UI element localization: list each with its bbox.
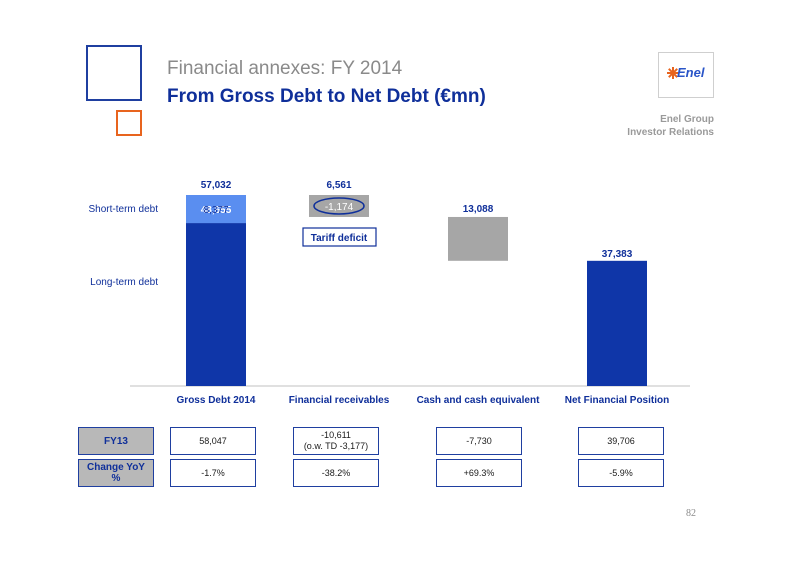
bar-net-financial-position bbox=[587, 260, 647, 386]
label-financial-receivables: 6,561 bbox=[326, 180, 351, 191]
table-cell-fy13-gross-debt: 58,047 bbox=[170, 427, 256, 455]
tariff-deficit-callout-box bbox=[302, 227, 377, 247]
tick-label-cash-equivalent: Cash and cash equivalent bbox=[417, 395, 540, 406]
label-net-financial-position: 37,383 bbox=[602, 249, 633, 260]
table-cell-fy13-net-financial-position: 39,706 bbox=[578, 427, 664, 455]
tick-label-gross-debt: Gross Debt 2014 bbox=[177, 395, 256, 406]
company-label-line2: Investor Relations bbox=[627, 127, 714, 138]
page-title: Financial annexes: FY 2014 bbox=[167, 58, 403, 79]
bar-financial-receivables bbox=[309, 195, 369, 217]
table-cell-change-yoy-cash-equivalent: +69.3% bbox=[436, 459, 522, 487]
enel-logo bbox=[658, 52, 714, 98]
table-row-label-fy13: FY13 bbox=[78, 427, 154, 455]
page-number: 82 bbox=[686, 508, 696, 519]
page-subtitle: From Gross Debt to Net Debt (€mn) bbox=[167, 86, 486, 107]
tick-label-net-financial-position: Net Financial Position bbox=[565, 395, 669, 406]
bar-cash-equivalent bbox=[448, 216, 508, 261]
decor-square-blue bbox=[86, 45, 142, 101]
table-cell-change-yoy-financial-receivables: -38.2% bbox=[293, 459, 379, 487]
enel-logo-text: Enel bbox=[677, 65, 705, 80]
row-label-short-term-debt: Short-term debt bbox=[89, 204, 159, 215]
tick-label-financial-receivables: Financial receivables bbox=[289, 395, 390, 406]
table-cell-fy13-financial-receivables: -10,611 (o.w. TD -3,177) bbox=[293, 427, 379, 455]
label-gross-debt-total: 57,032 bbox=[201, 180, 232, 191]
table-cell-change-yoy-gross-debt: -1.7% bbox=[170, 459, 256, 487]
bar-gross-debt-short-term bbox=[186, 195, 246, 224]
enel-logo-mark-icon bbox=[667, 67, 679, 79]
table-cell-fy13-cash-equivalent: -7,730 bbox=[436, 427, 522, 455]
company-label: Enel Group Investor Relations bbox=[627, 113, 714, 139]
tariff-deficit-highlight bbox=[313, 197, 365, 215]
table-cell-change-yoy-net-financial-position: -5.9% bbox=[578, 459, 664, 487]
label-tariff-deficit-callout: Tariff deficit bbox=[311, 233, 368, 244]
label-long-term-value: 48,655 bbox=[201, 205, 232, 216]
decor-square-orange bbox=[116, 110, 142, 136]
company-label-line1: Enel Group bbox=[660, 114, 714, 125]
row-label-long-term-debt: Long-term debt bbox=[90, 277, 158, 288]
label-short-term-value: 8,377 bbox=[203, 205, 228, 216]
bar-gross-debt-long-term bbox=[186, 223, 246, 386]
label-cash-equivalent: 13,088 bbox=[463, 204, 494, 215]
table-row-label-change-yoy: Change YoY % bbox=[78, 459, 154, 487]
label-tariff-deficit-value: -1,174 bbox=[325, 202, 354, 213]
